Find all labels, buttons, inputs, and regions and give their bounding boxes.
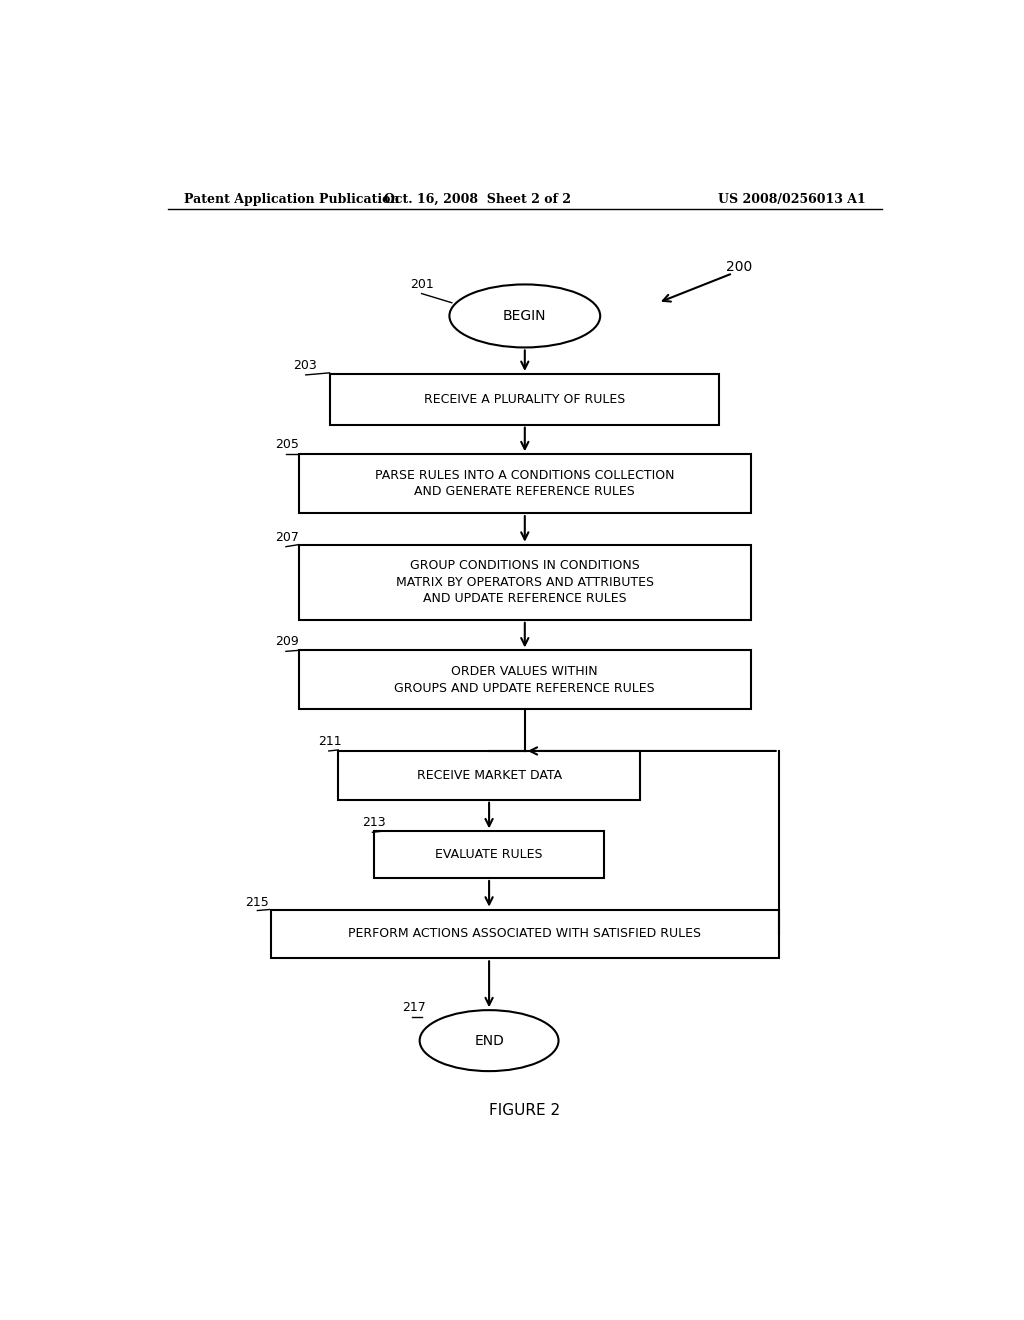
Text: RECEIVE MARKET DATA: RECEIVE MARKET DATA [417, 768, 561, 781]
Text: END: END [474, 1034, 504, 1048]
Bar [374, 832, 604, 878]
Bar [299, 545, 751, 620]
Text: 209: 209 [274, 635, 299, 648]
Text: 211: 211 [318, 735, 342, 748]
Bar [270, 909, 779, 958]
Text: Patent Application Publication: Patent Application Publication [183, 193, 399, 206]
Text: 200: 200 [726, 260, 753, 275]
Text: EVALUATE RULES: EVALUATE RULES [435, 849, 543, 861]
Text: 205: 205 [274, 438, 299, 451]
Text: PARSE RULES INTO A CONDITIONS COLLECTION
AND GENERATE REFERENCE RULES: PARSE RULES INTO A CONDITIONS COLLECTION… [375, 469, 675, 499]
Text: GROUP CONDITIONS IN CONDITIONS
MATRIX BY OPERATORS AND ATTRIBUTES
AND UPDATE REF: GROUP CONDITIONS IN CONDITIONS MATRIX BY… [396, 560, 653, 606]
Text: 215: 215 [246, 895, 269, 908]
Text: 217: 217 [401, 1001, 426, 1014]
Text: 207: 207 [274, 531, 299, 544]
Text: FIGURE 2: FIGURE 2 [489, 1104, 560, 1118]
Text: 201: 201 [410, 277, 433, 290]
Text: BEGIN: BEGIN [503, 309, 547, 323]
Bar [299, 454, 751, 513]
Bar [299, 651, 751, 709]
Text: 203: 203 [293, 359, 316, 372]
Text: Oct. 16, 2008  Sheet 2 of 2: Oct. 16, 2008 Sheet 2 of 2 [384, 193, 570, 206]
Text: RECEIVE A PLURALITY OF RULES: RECEIVE A PLURALITY OF RULES [424, 393, 626, 405]
Text: PERFORM ACTIONS ASSOCIATED WITH SATISFIED RULES: PERFORM ACTIONS ASSOCIATED WITH SATISFIE… [348, 928, 701, 940]
Bar [338, 751, 640, 800]
Text: 213: 213 [362, 816, 386, 829]
Bar [331, 374, 719, 425]
Text: US 2008/0256013 A1: US 2008/0256013 A1 [718, 193, 866, 206]
Text: ORDER VALUES WITHIN
GROUPS AND UPDATE REFERENCE RULES: ORDER VALUES WITHIN GROUPS AND UPDATE RE… [394, 665, 655, 694]
